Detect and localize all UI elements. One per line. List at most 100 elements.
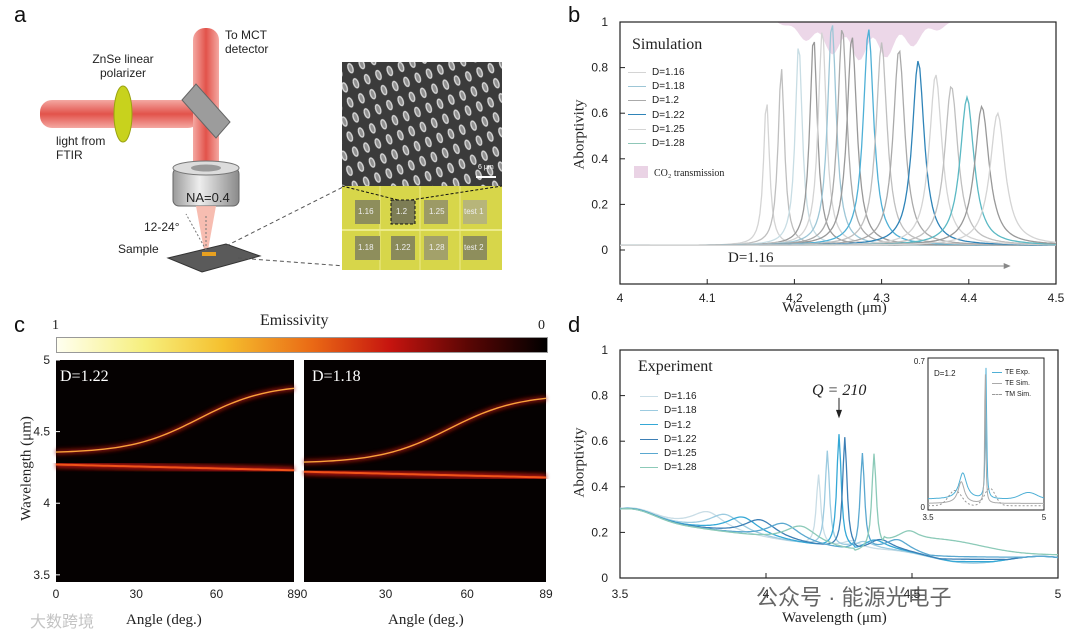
legend-entry: D=1.22 <box>628 109 685 123</box>
y-tick-label: 3.5 <box>33 568 50 582</box>
co2-swatch <box>634 166 648 178</box>
legend-text: D=1.22 <box>664 433 697 445</box>
x-tick-label: 4 <box>617 291 624 305</box>
legend-text: D=1.25 <box>652 123 685 135</box>
chart-b-legend-co2: CO₂ transmission <box>654 168 725 179</box>
y-tick-label: 5 <box>43 353 50 367</box>
setup-schematic <box>40 28 503 273</box>
cell-label: 1.16 <box>358 207 374 216</box>
sample-label: Sample <box>118 242 159 256</box>
x-tick-label: 4.1 <box>699 291 716 305</box>
sem-image <box>342 62 502 186</box>
x-tick-label: 4.3 <box>873 291 890 305</box>
colorbar-label: Emissivity <box>260 312 329 329</box>
mct-label: To MCT detector <box>225 28 269 56</box>
panel-label-d: d <box>568 312 581 337</box>
chart-b-legend: D=1.16 D=1.18 D=1.2 D=1.22 D=1.25 D=1.28 <box>628 66 685 151</box>
series-line <box>619 450 1059 564</box>
inset-legend-entry: TE Sim. <box>992 378 1031 389</box>
chart-b-title: Simulation <box>632 36 703 53</box>
legend-text: D=1.28 <box>652 138 685 150</box>
cell-label: 1.25 <box>429 207 445 216</box>
emission-band-rising-core <box>55 387 295 453</box>
map-label-2: D=1.18 <box>312 368 361 385</box>
q-arrow-head <box>836 409 842 419</box>
x-tick-label: 0 <box>53 587 60 601</box>
x-tick-label: 30 <box>379 587 393 601</box>
chart-d-title: Experiment <box>638 358 713 375</box>
x-tick-label: 89 <box>287 587 301 601</box>
legend-text: TE Sim. <box>1005 380 1030 387</box>
cell-label: 1.22 <box>395 243 411 252</box>
y-tick-label: 0 <box>601 243 608 257</box>
simulation-chart: 4 4.1 4.2 4.3 4.4 4.5 0 0.2 0.4 0.6 0.8 1 <box>591 15 1065 305</box>
legend-text: D=1.22 <box>652 109 685 121</box>
chart-d-xlabel: Wavelength (μm) <box>782 610 887 626</box>
legend-entry: D=1.16 <box>640 390 697 404</box>
series-line <box>620 111 1057 247</box>
co2-transmission-area <box>776 22 952 61</box>
y-tick-label: 0 <box>601 571 608 585</box>
legend-text: D=1.2 <box>652 95 679 107</box>
na-label: NA=0.4 <box>186 190 230 205</box>
series-line <box>619 434 1059 563</box>
arrow-head <box>1003 262 1011 269</box>
plot-frame <box>619 21 1057 285</box>
legend-entry: D=1.2 <box>640 419 697 433</box>
y-tick-label: 0.2 <box>591 525 608 539</box>
inset-legend-entry: TE Exp. <box>992 367 1031 378</box>
inset-y-tick: 0 <box>921 503 926 512</box>
x-tick-label: 4.5 <box>1048 291 1065 305</box>
inset-x-tick: 5 <box>1042 513 1047 522</box>
chart-b-arrow-label: D=1.16 <box>728 250 774 266</box>
plot-frame <box>619 349 1059 579</box>
x-tick-label: 4.2 <box>786 291 803 305</box>
y-tick-label: 0.6 <box>591 106 608 120</box>
x-tick-label: 60 <box>210 587 224 601</box>
polarizer-label: ZnSe linear polarizer <box>92 52 154 80</box>
legend-text: D=1.18 <box>664 405 697 417</box>
y-tick-label: 4 <box>43 496 50 510</box>
legend-text: D=1.2 <box>664 419 691 431</box>
sem-scale: 6 μm <box>478 164 494 171</box>
legend-entry: D=1.16 <box>628 66 685 80</box>
cell-label: 1.18 <box>358 243 374 252</box>
y-tick-label: 0.4 <box>591 480 608 494</box>
x-tick-label: 4.4 <box>960 291 977 305</box>
emissivity-heatmaps: 0 30 60 89 0 30 60 893.544.55 <box>33 353 553 601</box>
chart-c-xlabel-1: Angle (deg.) <box>126 612 202 628</box>
watermark-text: 公众号 · 能源光电子 <box>756 585 952 610</box>
inset-tm-sim <box>928 487 1044 507</box>
chart-c-xlabel-2: Angle (deg.) <box>388 612 464 628</box>
legend-text: TM Sim. <box>1005 391 1032 398</box>
panel-label-b: b <box>568 2 581 27</box>
x-tick-label: 89 <box>539 587 553 601</box>
chart-b-xlabel: Wavelength (μm) <box>782 300 887 316</box>
cell-label: 1.28 <box>429 243 445 252</box>
panel-label-a: a <box>14 2 27 27</box>
inset-te-exp <box>927 367 1045 500</box>
legend-entry: D=1.18 <box>640 404 697 418</box>
legend-entry: D=1.22 <box>640 433 697 447</box>
legend-entry: D=1.28 <box>628 137 685 151</box>
cell-label: 1.2 <box>396 207 408 216</box>
emission-band-flat-core <box>303 470 547 479</box>
legend-text: D=1.16 <box>652 67 685 78</box>
legend-entry: D=1.25 <box>640 447 697 461</box>
panel-label-c: c <box>14 312 25 337</box>
chart-d-ylabel: Aborptivity <box>571 427 588 498</box>
inset-legend: TE Exp. TE Sim. TM Sim. <box>992 367 1031 400</box>
series-line <box>619 437 1059 561</box>
q-annotation: Q = 210 <box>812 382 867 399</box>
y-tick-label: 0.8 <box>591 389 608 403</box>
legend-entry: D=1.25 <box>628 123 685 137</box>
emission-band-flat-core <box>55 463 295 472</box>
y-tick-label: 0.6 <box>591 434 608 448</box>
legend-entry: D=1.2 <box>628 94 685 108</box>
light-label: light from FTIR <box>56 134 106 162</box>
x-tick-label: 5 <box>1055 587 1062 601</box>
cell-label: test 2 <box>464 243 484 252</box>
y-tick-label: 4.5 <box>33 425 50 439</box>
x-tick-label: 3.5 <box>612 587 629 601</box>
